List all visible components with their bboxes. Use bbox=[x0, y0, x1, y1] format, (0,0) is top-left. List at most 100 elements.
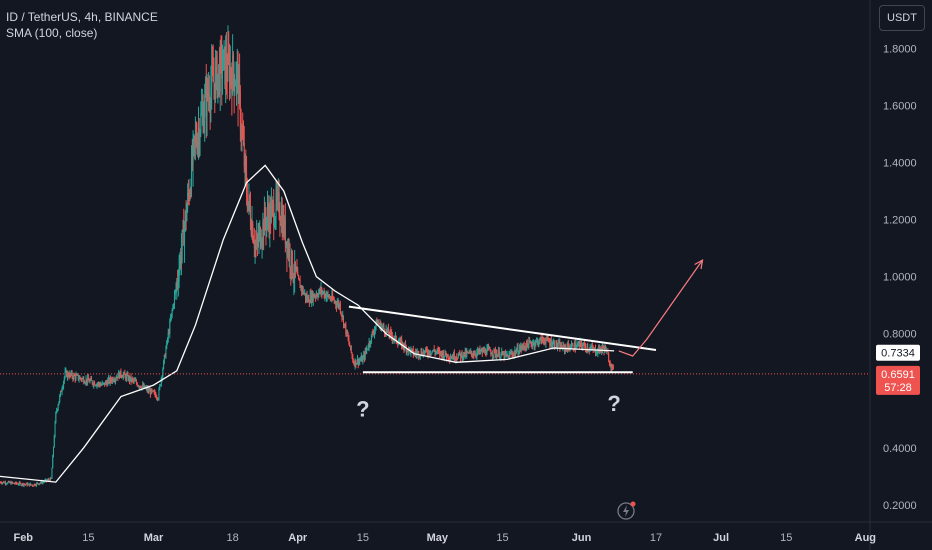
candle-body bbox=[373, 333, 375, 335]
candle-body bbox=[280, 212, 282, 225]
candle-body bbox=[163, 360, 165, 369]
candle-body bbox=[463, 352, 465, 357]
candle-body bbox=[494, 349, 496, 351]
candle-body bbox=[417, 351, 419, 353]
candle-body bbox=[574, 343, 576, 349]
candle-body bbox=[277, 192, 279, 194]
candle-body bbox=[501, 351, 503, 355]
candle-body bbox=[599, 346, 601, 350]
candle-body bbox=[245, 157, 247, 173]
currency-button[interactable]: USDT bbox=[879, 5, 925, 31]
candle-body bbox=[374, 326, 376, 330]
candle-body bbox=[474, 353, 476, 356]
candle-body bbox=[17, 483, 19, 485]
candle-body bbox=[149, 389, 151, 392]
candle-body bbox=[176, 280, 178, 288]
candle-body bbox=[482, 349, 484, 353]
candle-body bbox=[280, 221, 282, 225]
candle-body bbox=[43, 481, 45, 483]
candle-body bbox=[273, 204, 275, 227]
candle-body bbox=[422, 351, 424, 356]
candle-body bbox=[491, 354, 493, 356]
candle-body bbox=[367, 348, 369, 350]
candle-body bbox=[98, 382, 100, 385]
candle-body bbox=[543, 339, 545, 341]
candle-body bbox=[432, 350, 434, 352]
candle-body bbox=[201, 108, 203, 112]
candle-body bbox=[21, 483, 23, 485]
candle-body bbox=[5, 483, 7, 485]
candle-body bbox=[11, 481, 13, 485]
candle-body bbox=[343, 323, 345, 326]
candle-body bbox=[13, 482, 15, 484]
candle-body bbox=[346, 330, 348, 334]
candle-body bbox=[122, 376, 124, 378]
candle-body bbox=[268, 217, 270, 231]
candle-body bbox=[132, 379, 134, 381]
candle-body bbox=[357, 359, 359, 365]
candle-body bbox=[298, 278, 300, 281]
candle-body bbox=[139, 386, 141, 388]
candle-body bbox=[39, 483, 41, 485]
candle-body bbox=[51, 468, 53, 479]
candle-body bbox=[434, 351, 436, 354]
candle-body bbox=[543, 339, 545, 343]
candle-body bbox=[476, 352, 478, 356]
candle-body bbox=[465, 350, 467, 356]
candle-body bbox=[560, 344, 562, 349]
candle-body bbox=[378, 323, 380, 325]
candle-body bbox=[284, 218, 286, 235]
candle-body bbox=[209, 103, 211, 108]
candle-body bbox=[101, 383, 103, 385]
candle-body bbox=[215, 66, 217, 99]
candle-body bbox=[332, 299, 334, 301]
candle-body bbox=[597, 348, 599, 354]
candle-body bbox=[535, 340, 537, 344]
candle-body bbox=[278, 192, 280, 216]
price-label-box bbox=[876, 344, 920, 361]
candle-body bbox=[394, 336, 396, 340]
candle-body bbox=[439, 351, 441, 355]
lightning-icon[interactable] bbox=[617, 501, 636, 520]
candle-body bbox=[241, 129, 243, 134]
candle-body bbox=[227, 50, 229, 80]
candle-body bbox=[244, 157, 246, 167]
candle-body bbox=[180, 249, 182, 263]
candle-body bbox=[372, 332, 374, 334]
candle-body bbox=[25, 483, 27, 485]
candle-body bbox=[56, 410, 58, 412]
candle-body bbox=[454, 359, 456, 361]
candle-body bbox=[426, 350, 428, 354]
candle-body bbox=[239, 90, 241, 130]
candle-body bbox=[255, 243, 257, 246]
candle-body bbox=[208, 94, 210, 104]
candle-body bbox=[401, 339, 403, 348]
candle-body bbox=[538, 342, 540, 345]
candle-body bbox=[339, 304, 341, 307]
candle-body bbox=[277, 193, 279, 200]
candle-body bbox=[68, 376, 70, 378]
candle-body bbox=[516, 346, 518, 351]
candle-body bbox=[242, 129, 244, 138]
candle-body bbox=[240, 129, 242, 134]
candle-body bbox=[446, 354, 448, 358]
candle-body bbox=[475, 355, 477, 357]
time-tick-label: 15 bbox=[780, 532, 792, 544]
candle-body bbox=[88, 380, 90, 383]
candle-body bbox=[364, 350, 366, 359]
candle-body bbox=[586, 346, 588, 351]
candle-body bbox=[24, 484, 26, 486]
candle-body bbox=[329, 297, 331, 299]
time-tick-label: Aug bbox=[855, 532, 876, 544]
candle-body bbox=[360, 360, 362, 362]
candle-body bbox=[236, 63, 238, 69]
candle-body bbox=[254, 243, 256, 248]
candle-body bbox=[129, 376, 131, 381]
candle-body bbox=[336, 304, 338, 307]
candle-body bbox=[329, 297, 331, 300]
candle-body bbox=[216, 56, 218, 95]
candle-body bbox=[542, 337, 544, 340]
candle-body bbox=[157, 398, 159, 400]
candle-body bbox=[477, 349, 479, 353]
